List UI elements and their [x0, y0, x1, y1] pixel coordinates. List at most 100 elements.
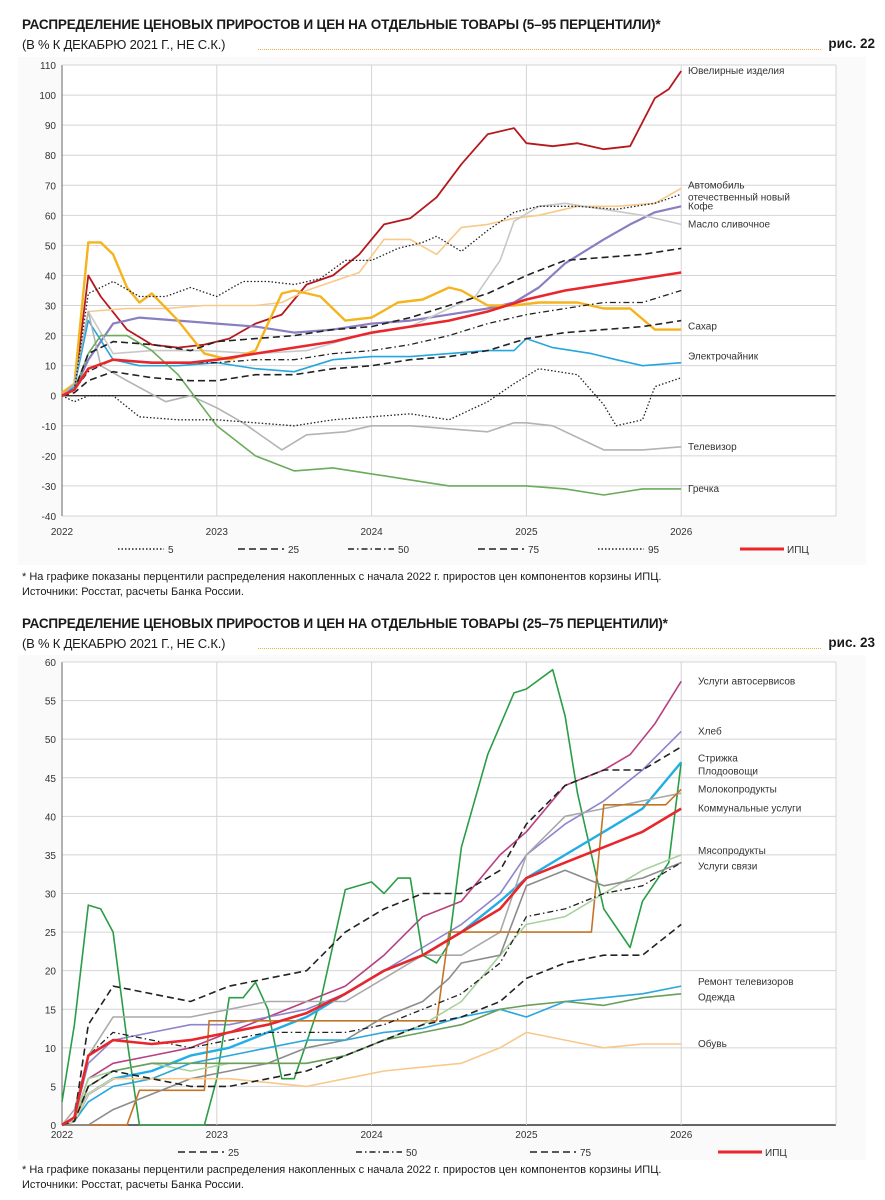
series-line-11	[61, 746, 682, 1126]
series-line-2	[61, 668, 682, 1126]
figure-22-leader-line	[258, 49, 821, 50]
legend-label: 25	[228, 1148, 240, 1159]
series-label: Электрочайник	[688, 352, 759, 363]
series-label: Одежда	[698, 993, 735, 1004]
figure-22-subtitle: (В % К ДЕКАБРЮ 2021 Г., НЕ С.К.)	[22, 37, 226, 52]
figure-22-label: рис. 22	[828, 36, 875, 51]
figure-23-subtitle: (В % К ДЕКАБРЮ 2021 Г., НЕ С.К.)	[22, 636, 226, 651]
legend-label: ИПЦ	[787, 545, 809, 556]
x-tick-label: 2026	[670, 527, 693, 538]
figure-23-footnote: * На графике показаны перцентили распред…	[22, 1164, 662, 1176]
y-tick-label: 30	[45, 302, 57, 313]
y-tick-label: 110	[40, 61, 56, 72]
x-tick-label: 2025	[515, 1130, 538, 1141]
series-line-7	[62, 861, 682, 1126]
y-tick-label: 100	[39, 91, 56, 102]
plot-area	[62, 65, 836, 516]
y-tick-label: -20	[42, 452, 57, 463]
figure-22-sources: Источники: Росстат, расчеты Банка России…	[22, 586, 244, 598]
series-line-4	[61, 792, 682, 1126]
series-label: Стрижка	[698, 753, 738, 764]
x-tick-label: 2024	[360, 1130, 383, 1141]
y-tick-label: 5	[50, 1082, 56, 1093]
legend-label: 25	[288, 545, 300, 556]
y-tick-label: 90	[45, 121, 57, 132]
y-tick-label: 70	[45, 181, 57, 192]
series-line-14	[61, 807, 682, 1127]
x-tick-label: 2022	[51, 527, 74, 538]
figure-22-footnote: * На графике показаны перцентили распред…	[22, 571, 662, 583]
y-tick-label: 80	[45, 151, 57, 162]
series-line-12	[61, 368, 682, 427]
y-tick-label: 10	[45, 1044, 57, 1055]
series-label: Обувь	[698, 1038, 727, 1050]
series-line-0	[61, 70, 682, 397]
series-label: Масло сливочное	[688, 219, 771, 230]
y-tick-label: 0	[50, 392, 56, 403]
series-line-7	[61, 334, 682, 496]
legend-label: 50	[398, 545, 410, 556]
y-tick-label: 35	[45, 851, 57, 862]
series-label: Хлеб	[698, 725, 722, 737]
y-tick-label: 20	[45, 967, 57, 978]
y-tick-label: 50	[45, 735, 57, 746]
series-line-5	[61, 319, 682, 397]
series-line-10	[61, 1031, 682, 1126]
x-tick-label: 2026	[670, 1130, 693, 1141]
legend-label: 5	[168, 545, 174, 556]
series-line-13	[61, 923, 682, 1126]
series-line-9	[61, 247, 682, 397]
series-label: Гречка	[688, 484, 719, 495]
series-line-13	[61, 271, 682, 397]
series-label: Молокопродукты	[698, 784, 777, 795]
figure-23-leader-line	[258, 648, 821, 649]
x-tick-label: 2023	[206, 1130, 229, 1141]
series-label: Плодоовощи	[698, 767, 758, 778]
y-tick-label: 10	[45, 362, 57, 373]
y-tick-label: -10	[42, 422, 57, 433]
y-tick-label: 45	[45, 774, 57, 785]
chart-23-container: 60 55 50 45 40 35 30 25 20 15 10 5 0 2022 2023 2024 2025…	[18, 655, 866, 1160]
chart-22-plot: 1101009080706050403020100-10-20-30-40202…	[39, 61, 837, 556]
figure-22-title: РАСПРЕДЕЛЕНИЕ ЦЕНОВЫХ ПРИРОСТОВ И ЦЕН НА…	[22, 17, 661, 32]
y-tick-label: 55	[45, 697, 57, 708]
y-tick-label: 40	[45, 271, 57, 282]
y-tick-label: -30	[42, 482, 57, 493]
x-tick-label: 2022	[51, 1130, 74, 1141]
y-tick-label: 20	[45, 332, 57, 343]
y-tick-label: 40	[45, 812, 57, 823]
figure-23-title: РАСПРЕДЕЛЕНИЕ ЦЕНОВЫХ ПРИРОСТОВ И ЦЕН НА…	[22, 616, 668, 631]
series-label: Услуги связи	[698, 861, 757, 872]
series-line-1	[61, 187, 682, 394]
figure-23-sources: Источники: Росстат, расчеты Банка России…	[22, 1179, 244, 1191]
x-tick-label: 2025	[515, 527, 538, 538]
series-label: Кофе	[688, 200, 714, 212]
series-label: Мясопродукты	[698, 846, 766, 857]
series-line-12	[61, 862, 682, 1126]
y-tick-label: 50	[45, 241, 57, 252]
y-tick-label: 0	[50, 1121, 56, 1132]
legend-label: 75	[580, 1148, 592, 1159]
y-tick-label: 25	[45, 928, 57, 939]
y-tick-label: 15	[45, 1005, 57, 1016]
legend-label: 95	[648, 545, 660, 556]
series-label: Телевизор	[688, 442, 737, 453]
chart-22-container: 110 100 90 80 70 60 50 40 30 20 10 0 -10 -20 -30 -40 202…	[18, 57, 866, 565]
series-label: Ремонт телевизоров	[698, 977, 794, 988]
series-label: Коммунальные услуги	[698, 804, 801, 815]
figure-23-label: рис. 23	[828, 635, 875, 650]
series-line-8	[61, 193, 682, 397]
legend-label: ИПЦ	[765, 1148, 787, 1159]
series-line-5	[62, 788, 682, 1126]
series-label: Сахар	[688, 322, 717, 333]
series-line-6	[61, 310, 682, 451]
series-line-11	[61, 319, 682, 397]
legend-label: 50	[406, 1148, 418, 1159]
y-tick-label: 60	[45, 211, 57, 222]
x-tick-label: 2023	[206, 527, 229, 538]
series-label: Автомобиль	[688, 179, 745, 191]
series-line-4	[61, 241, 682, 394]
series-label: Услуги автосервисов	[698, 676, 795, 687]
y-tick-label: 60	[45, 658, 57, 669]
